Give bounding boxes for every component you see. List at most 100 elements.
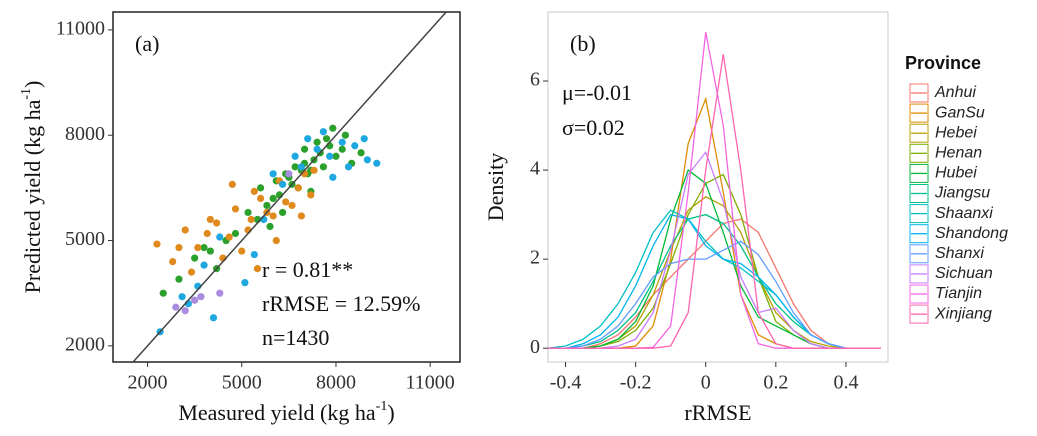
x-axis-label: Measured yield (kg ha-1) bbox=[178, 399, 394, 425]
point bbox=[244, 208, 252, 217]
point bbox=[169, 257, 177, 266]
point bbox=[247, 215, 255, 224]
x-axis-label: rRMSE bbox=[684, 400, 751, 425]
point bbox=[231, 229, 240, 238]
point bbox=[197, 293, 205, 301]
plot-area bbox=[132, 12, 447, 362]
point bbox=[228, 180, 236, 188]
point bbox=[253, 265, 262, 273]
point bbox=[294, 184, 302, 192]
legend-label: Sichuan bbox=[935, 265, 993, 282]
y-tick-label: 2000 bbox=[65, 333, 105, 355]
legend-title: Province bbox=[905, 53, 981, 73]
point bbox=[319, 128, 327, 136]
point bbox=[278, 180, 287, 188]
legend-label: Hubei bbox=[935, 165, 977, 182]
point bbox=[181, 226, 189, 234]
legend-label: GanSu bbox=[935, 104, 985, 121]
label-sup: -1 bbox=[19, 88, 34, 100]
annotation: n=1430 bbox=[262, 325, 329, 350]
legend-label: Shandong bbox=[935, 225, 1008, 242]
point bbox=[266, 222, 274, 231]
point bbox=[363, 156, 371, 164]
point bbox=[209, 314, 218, 322]
point bbox=[203, 229, 211, 238]
point bbox=[285, 170, 293, 178]
legend-label: Xinjiang bbox=[934, 305, 992, 322]
annotation: r = 0.81** bbox=[262, 257, 353, 282]
point bbox=[310, 166, 318, 174]
legend-label: Jiangsu bbox=[934, 185, 990, 202]
x-tick-label: 5000 bbox=[222, 372, 262, 394]
y-tick-label: 6 bbox=[530, 69, 540, 91]
y-axis-label: Predicted yield (kg ha-1) bbox=[19, 81, 45, 294]
annotation: μ=-0.01 bbox=[562, 80, 632, 105]
y-tick-label: 2 bbox=[530, 247, 540, 269]
point bbox=[256, 184, 265, 192]
legend-label: Tianjin bbox=[935, 285, 982, 302]
point bbox=[326, 152, 334, 160]
point bbox=[269, 194, 277, 203]
point bbox=[178, 293, 186, 301]
point bbox=[291, 152, 299, 160]
density-curve bbox=[548, 54, 881, 349]
point bbox=[175, 243, 183, 252]
point bbox=[256, 194, 265, 203]
point bbox=[282, 198, 290, 206]
point bbox=[216, 233, 224, 241]
point bbox=[278, 208, 287, 217]
legend-label: Henan bbox=[935, 145, 982, 162]
panel-tag: (a) bbox=[135, 31, 159, 56]
point bbox=[206, 247, 214, 255]
point bbox=[338, 145, 346, 153]
point bbox=[329, 124, 337, 132]
point bbox=[238, 247, 246, 255]
point bbox=[319, 163, 327, 171]
point bbox=[191, 296, 199, 304]
density-curve bbox=[548, 218, 881, 349]
plot-area bbox=[548, 31, 881, 349]
point bbox=[191, 254, 199, 262]
point bbox=[313, 138, 321, 146]
point bbox=[241, 279, 249, 287]
point bbox=[351, 142, 359, 150]
label-sup: -1 bbox=[376, 399, 388, 414]
point bbox=[187, 268, 196, 276]
density-curve bbox=[548, 240, 881, 349]
annotation: rRMSE = 12.59% bbox=[262, 291, 420, 316]
point bbox=[200, 261, 208, 269]
point bbox=[269, 212, 277, 220]
point bbox=[159, 289, 167, 297]
x-tick-label: -0.2 bbox=[620, 372, 652, 394]
point bbox=[206, 215, 214, 224]
point bbox=[307, 191, 315, 199]
point bbox=[291, 163, 299, 171]
point bbox=[297, 163, 306, 171]
point bbox=[181, 307, 189, 315]
point bbox=[338, 138, 346, 146]
one-to-one-line bbox=[132, 12, 447, 362]
point bbox=[250, 187, 258, 195]
point bbox=[172, 303, 180, 311]
point bbox=[263, 201, 271, 210]
x-tick-label: 0.2 bbox=[763, 372, 788, 394]
point bbox=[213, 219, 221, 227]
x-tick-label: 11000 bbox=[406, 372, 455, 394]
point bbox=[250, 250, 258, 259]
panel-tag: (b) bbox=[570, 31, 596, 56]
point bbox=[200, 243, 208, 252]
point bbox=[288, 201, 296, 210]
label-end: ) bbox=[387, 400, 394, 425]
point bbox=[357, 149, 365, 157]
label-text: Measured yield (kg ha bbox=[178, 400, 376, 425]
x-tick-label: 2000 bbox=[128, 372, 168, 394]
legend-label: Hebei bbox=[935, 124, 977, 141]
legend-label: Anhui bbox=[934, 84, 976, 101]
plot-panel bbox=[112, 11, 461, 363]
legend-label: Shanxi bbox=[935, 245, 984, 262]
point bbox=[329, 173, 337, 181]
label-end: ) bbox=[20, 81, 45, 88]
point bbox=[175, 275, 183, 283]
y-tick-label: 11000 bbox=[56, 17, 105, 39]
